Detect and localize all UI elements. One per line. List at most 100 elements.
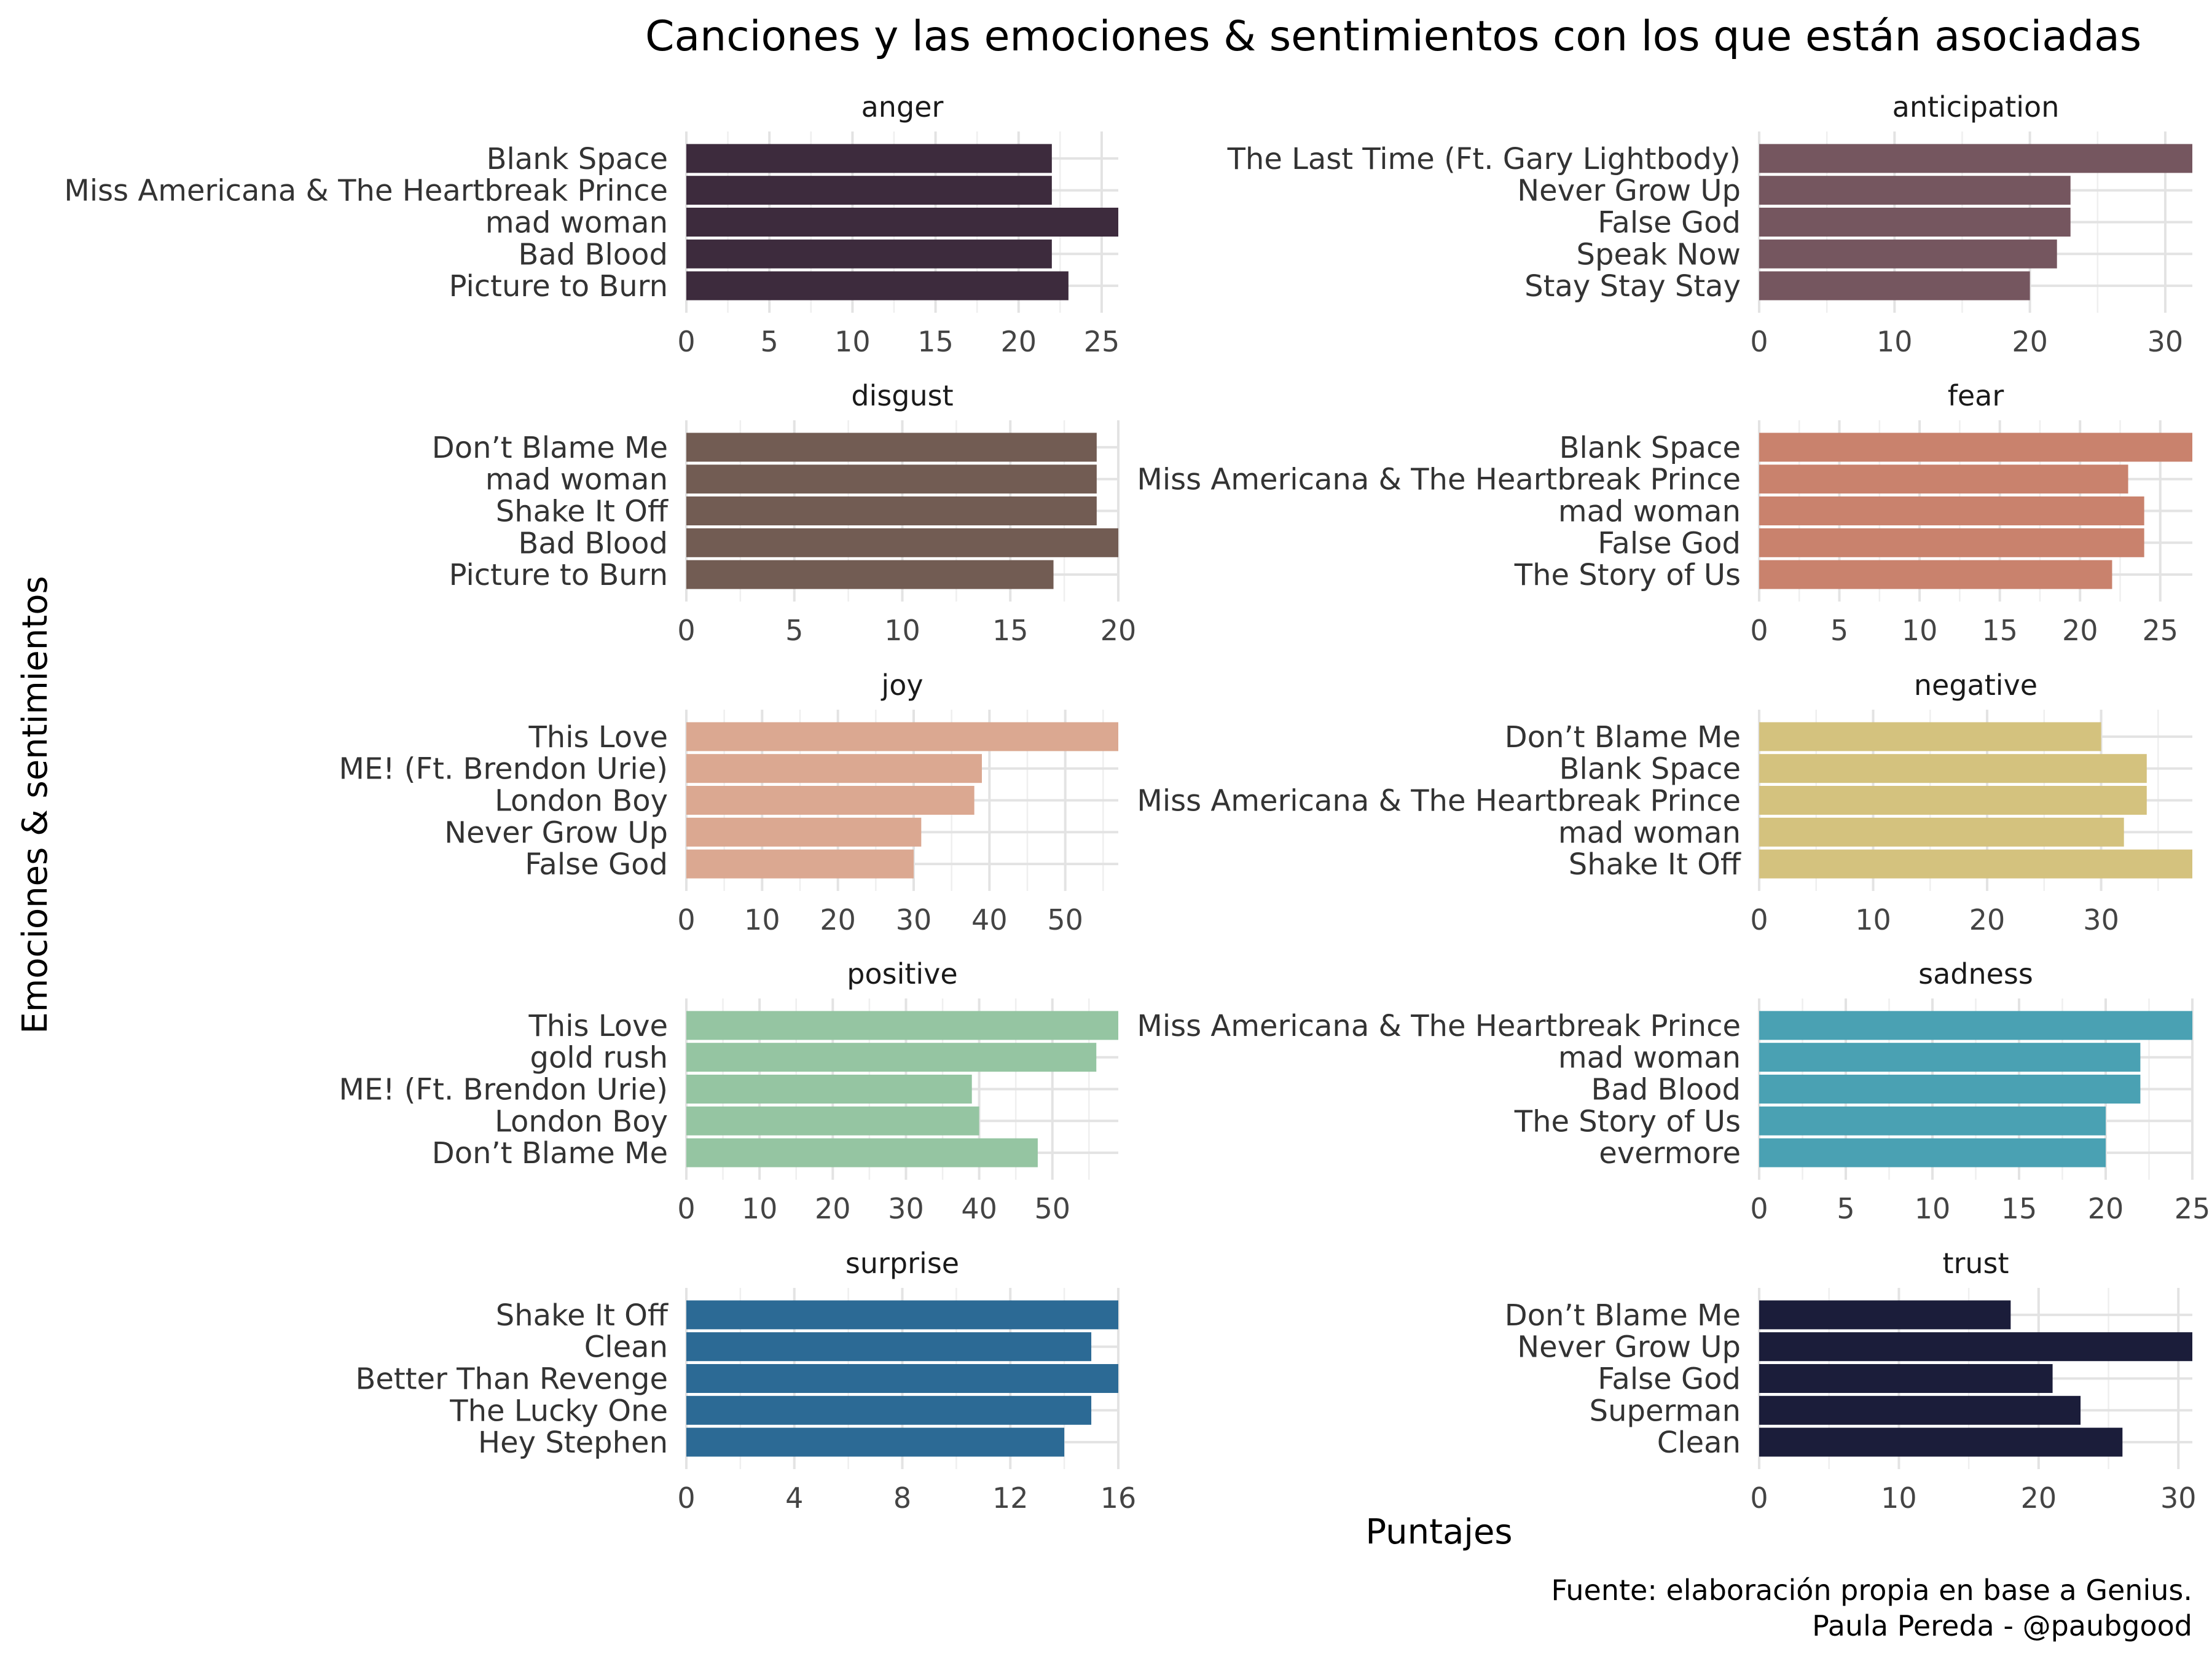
category-label: London Boy [495,1104,668,1139]
bar [686,817,922,847]
facet-title: surprise [845,1247,959,1280]
category-label: Hey Stephen [478,1426,668,1460]
tick-label: 50 [1034,1192,1070,1225]
category-label: Shake It Off [496,1298,669,1333]
category-label: London Boy [495,784,668,818]
tick-label: 40 [971,903,1008,936]
category-label: Never Grow Up [1517,174,1741,208]
tick-label: 10 [1881,1481,1917,1515]
category-label: Never Grow Up [1517,1330,1741,1365]
bar [686,1332,1092,1362]
bar [686,1427,1065,1457]
facet-title: fear [1948,379,2004,412]
tick-label: 30 [2147,325,2184,358]
bar [1759,1106,2106,1135]
tick-label: 20 [2012,325,2048,358]
bar [1759,1427,2123,1457]
tick-label: 0 [1750,325,1768,358]
category-label: gold rush [530,1041,668,1075]
tick-label: 20 [2062,614,2098,647]
tick-label: 15 [1982,614,2018,647]
bar [1759,754,2147,783]
tick-label: 10 [1877,325,1913,358]
category-label: Shake It Off [1569,847,1741,882]
category-label: Picture to Burn [449,558,668,592]
bar [686,786,975,815]
category-label: mad woman [485,206,668,240]
category-label: Blank Space [1559,752,1741,786]
tick-label: 5 [1837,1192,1854,1225]
category-label: Clean [584,1330,668,1365]
tick-label: 15 [2001,1192,2037,1225]
bar [686,1300,1118,1330]
tick-label: 10 [834,325,871,358]
bar [686,433,1097,462]
category-label: Don’t Blame Me [432,431,668,465]
bar [1759,144,2192,173]
facet-title: joy [880,669,923,702]
tick-label: 5 [1830,614,1848,647]
category-label: Don’t Blame Me [1505,720,1741,755]
x-axis-title: Puntajes [1365,1512,1512,1552]
tick-label: 10 [1915,1192,1951,1225]
bar [1759,271,2030,300]
bar [686,1395,1092,1425]
tick-label: 20 [820,903,856,936]
bar [1759,1138,2106,1167]
tick-label: 30 [896,903,932,936]
tick-label: 30 [888,1192,924,1225]
category-label: Blank Space [1559,431,1741,465]
category-label: Picture to Burn [449,269,668,304]
facet-title: sadness [1918,957,2033,990]
bar [1759,176,2071,205]
bar [686,1075,972,1104]
tick-label: 40 [961,1192,997,1225]
bar [1759,1395,2081,1425]
tick-label: 10 [742,1192,778,1225]
category-label: The Story of Us [1514,558,1741,592]
category-label: mad woman [1558,495,1741,529]
category-label: Miss Americana & The Heartbreak Prince [1137,784,1741,818]
bar [686,271,1069,300]
tick-label: 15 [992,614,1029,647]
tick-label: 20 [2088,1192,2124,1225]
bar [1759,496,2144,525]
tick-label: 25 [2175,1192,2211,1225]
bar [1759,817,2124,847]
tick-label: 0 [1750,903,1768,936]
bar [1759,1364,2053,1393]
tick-label: 15 [917,325,954,358]
bar [686,560,1054,589]
category-label: Never Grow Up [444,815,668,850]
tick-label: 30 [2160,1481,2197,1515]
bar [1759,1300,2011,1330]
category-label: Blank Space [487,142,668,176]
bar [686,144,1052,173]
category-label: Miss Americana & The Heartbreak Prince [1137,1009,1741,1043]
tick-label: 50 [1047,903,1083,936]
bar [686,239,1052,269]
category-label: Shake It Off [496,495,669,529]
bar [1759,208,2071,237]
tick-label: 12 [992,1481,1029,1515]
tick-label: 20 [1100,614,1137,647]
bar [686,208,1118,237]
tick-label: 0 [1750,1481,1768,1515]
category-label: Don’t Blame Me [1505,1298,1741,1333]
category-label: False God [1598,526,1741,560]
facet-title: anger [861,90,944,124]
category-label: The Story of Us [1514,1104,1741,1139]
tick-label: 0 [1750,1192,1768,1225]
category-label: This Love [528,720,668,755]
bar [1759,528,2144,557]
category-label: Miss Americana & The Heartbreak Prince [64,174,668,208]
category-label: Bad Blood [518,526,668,560]
bar [686,528,1118,557]
tick-label: 8 [893,1481,911,1515]
tick-label: 10 [884,614,920,647]
